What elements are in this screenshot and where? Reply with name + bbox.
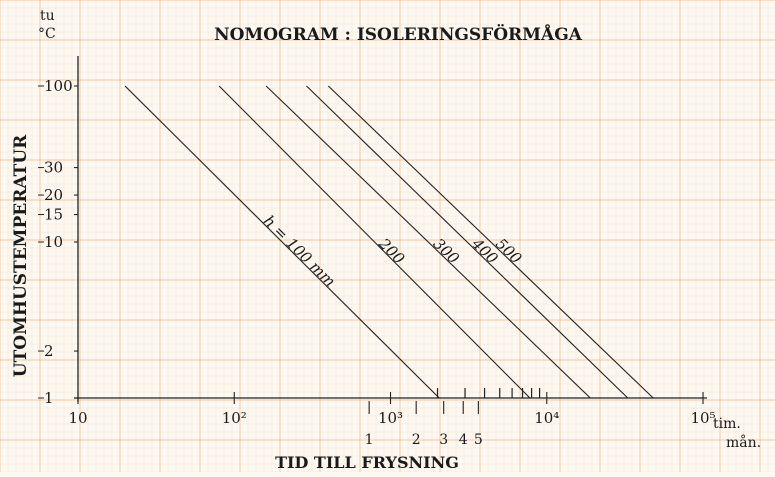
y-tick-label: 1: [44, 389, 54, 407]
axes: [38, 56, 707, 414]
series-label: 200: [374, 234, 408, 268]
month-tick-label: 5: [474, 432, 483, 448]
month-tick-label: 2: [412, 432, 421, 448]
x-tick-label: 10⁵: [690, 409, 715, 427]
y-tick-label: 100: [44, 77, 73, 95]
x-tick-label: 10³: [378, 409, 403, 427]
labels: 100 30 20 15 10 2 1 10 10² 10³ 10⁴ 10⁵ 1 2 3 4 5 NOMOGRAM…: [11, 8, 761, 472]
y-unit-top: tu: [40, 8, 55, 24]
y-tick-label: 30: [44, 159, 63, 177]
chart-title: NOMOGRAM : ISOLERINGSFÖRMÅGA: [214, 23, 583, 45]
x-unit-top: tim.: [713, 416, 741, 432]
x-tick-label: 10²: [222, 409, 247, 427]
series-line: [124, 85, 440, 399]
y-tick-label: 15: [44, 206, 63, 224]
series-label: h = 100 mm: [260, 212, 339, 291]
x-tick-label: 10⁴: [534, 409, 559, 427]
x-tick-label: 10: [68, 409, 87, 427]
x-unit-bottom: mån.: [726, 434, 761, 451]
series-line: [218, 85, 531, 399]
month-tick-label: 4: [459, 432, 468, 448]
y-unit-bottom: °C: [38, 26, 56, 42]
series-line: [306, 85, 629, 399]
y-tick-label: 10: [44, 233, 63, 251]
month-tick-label: 1: [365, 432, 374, 448]
y-tick-label: 2: [44, 342, 54, 360]
series-line: [265, 85, 591, 399]
y-axis-label: UTOMHUSTEMPERATUR: [11, 134, 31, 377]
x-axis-label: TID TILL FRYSNING: [275, 453, 459, 472]
y-tick-label: 20: [44, 186, 63, 204]
series-line: [327, 85, 654, 399]
month-tick-label: 3: [439, 432, 448, 448]
